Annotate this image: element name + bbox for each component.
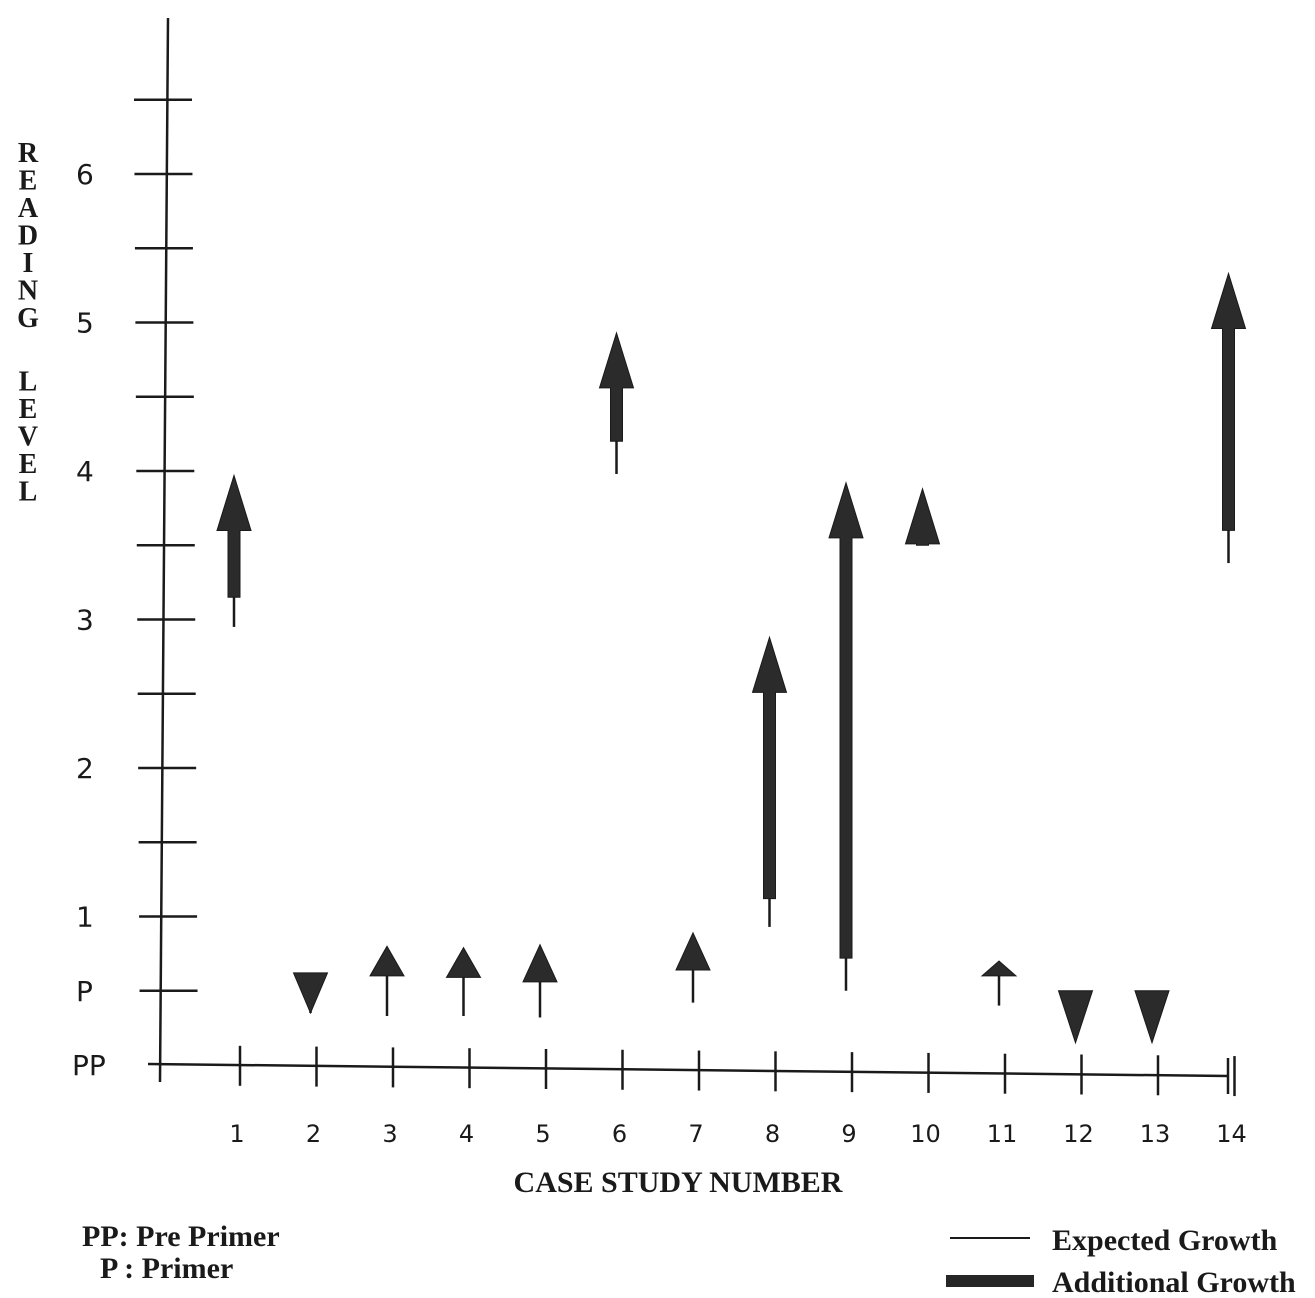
x-tick-label: 13: [1140, 1120, 1171, 1148]
case-6-growth: [598, 331, 635, 474]
case-9-growth: [828, 481, 864, 991]
y-tick-label: 1: [76, 901, 94, 934]
y-axis-title-letter: D: [18, 221, 38, 252]
case-13-growth: [1134, 990, 1170, 1045]
x-tick-label: 3: [382, 1120, 397, 1148]
additional-growth-arrow: [1057, 990, 1094, 1045]
y-axis-title-letter: G: [17, 303, 39, 334]
y-tick-label: PP: [72, 1049, 106, 1082]
x-tick-label: 4: [459, 1120, 474, 1148]
y-axis-title-letter: L: [19, 477, 38, 508]
case-2-growth: [292, 972, 329, 1015]
x-tick-label: 2: [306, 1120, 321, 1148]
additional-growth-arrow: [522, 943, 558, 983]
x-tick-label: 12: [1063, 1120, 1094, 1148]
growth-marks: [216, 271, 1247, 1045]
x-tick-label: 1: [229, 1120, 244, 1148]
additional-growth-arrow: [980, 960, 1018, 977]
x-tick-label: 10: [910, 1120, 941, 1148]
additional-growth-arrow: [445, 946, 482, 978]
y-tick-label: 3: [76, 604, 94, 637]
y-axis-title-letter: E: [19, 449, 38, 480]
axes: [147, 17, 1230, 1094]
y-axis-title-letter: A: [18, 193, 39, 224]
footnote-p: P : Primer: [100, 1252, 233, 1285]
additional-growth-arrow: [751, 635, 788, 900]
additional-growth-arrow: [369, 945, 405, 977]
case-5-growth: [522, 943, 558, 1018]
x-tick-label: 5: [535, 1120, 550, 1148]
y-axis-title-letter: R: [18, 138, 39, 169]
legend-label-expected-growth: Expected Growth: [1052, 1224, 1278, 1257]
x-tick-label: 11: [987, 1120, 1018, 1148]
x-axis-line: [147, 1062, 1229, 1078]
y-axis-title-letter: N: [18, 276, 38, 307]
x-tick-label: 7: [688, 1120, 703, 1148]
footnote-pp: PP: Pre Primer: [82, 1220, 280, 1253]
case-1-growth: [216, 473, 252, 627]
x-tick-label: 8: [765, 1120, 780, 1148]
additional-growth-arrow: [216, 473, 252, 598]
x-tick-label: 9: [841, 1120, 856, 1148]
additional-growth-arrow: [598, 331, 635, 442]
y-axis-title-letter: E: [19, 166, 38, 197]
additional-growth-arrow: [292, 972, 329, 1015]
additional-growth-arrow: [904, 487, 941, 546]
y-axis-title-letter: E: [19, 394, 38, 425]
case-4-growth: [445, 946, 482, 1016]
additional-growth-arrow: [1134, 990, 1170, 1045]
legend-swatch-additional-growth: [946, 1275, 1034, 1287]
additional-growth-arrow: [675, 931, 711, 971]
y-axis-title-letter: I: [23, 248, 34, 279]
y-axis-title-letter: V: [18, 422, 38, 453]
additional-growth-arrow: [1210, 271, 1247, 531]
x-tick-label: 14: [1216, 1120, 1247, 1148]
y-axis-line: [158, 17, 170, 1083]
y-axis-title-letter: L: [19, 367, 38, 398]
y-tick-label: 5: [76, 307, 94, 340]
y-tick-label: 4: [76, 455, 94, 488]
y-tick-label: 6: [76, 158, 94, 191]
y-tick-label: P: [76, 975, 93, 1008]
case-8-growth: [751, 635, 788, 927]
case-12-growth: [1057, 990, 1094, 1045]
x-ticks: 1 2 3 4 5 6 7 8 9 10 11 12 13 14: [229, 1045, 1247, 1148]
case-10-growth: [904, 487, 941, 546]
legend: Expected Growth Additional Growth: [946, 1224, 1296, 1298]
case-3-growth: [369, 945, 405, 1016]
additional-growth-arrow: [828, 481, 864, 959]
case-11-growth: [980, 960, 1018, 1006]
case-7-growth: [675, 931, 711, 1003]
case-14-growth: [1210, 271, 1247, 564]
x-axis-title: CASE STUDY NUMBER: [514, 1166, 843, 1199]
legend-label-additional-growth: Additional Growth: [1052, 1266, 1296, 1298]
y-tick-label: 2: [76, 752, 94, 785]
x-tick-label: 6: [612, 1120, 627, 1148]
